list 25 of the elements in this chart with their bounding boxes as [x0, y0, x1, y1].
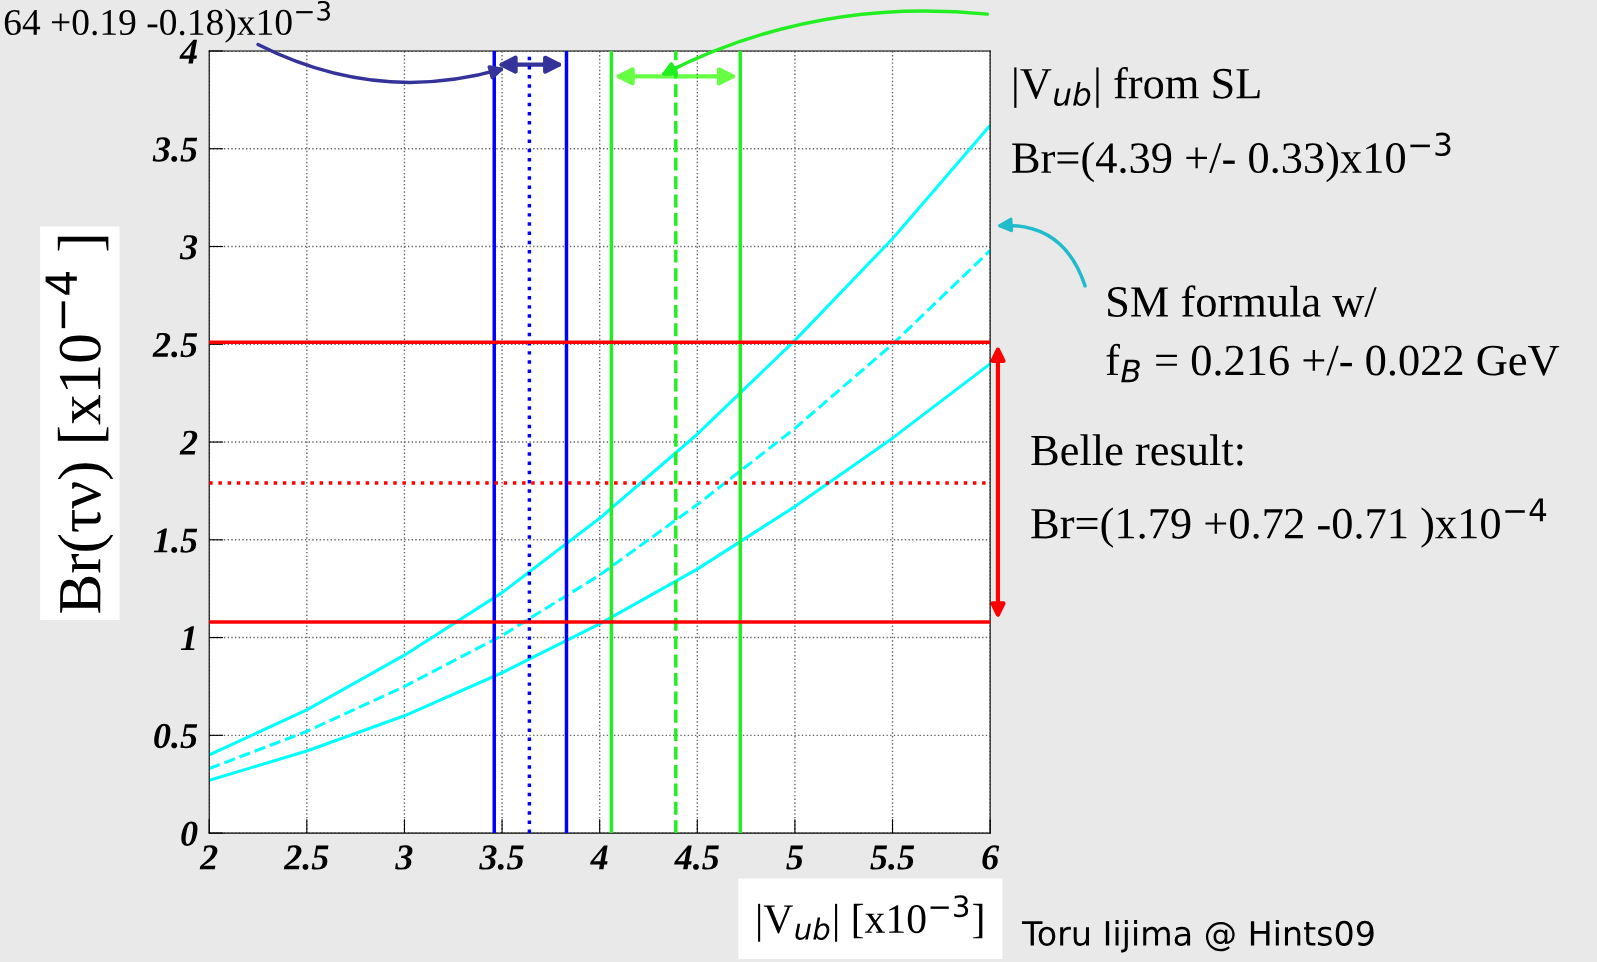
y-tick-label: 2	[179, 430, 198, 455]
x-tick-label: 4	[590, 845, 608, 870]
y-tick-label: 3	[179, 235, 198, 260]
text: Belle result: Br=(1.79 +0.72 -0.71 )x10$^{−4}$	[1031, 434, 1547, 548]
x-tick-label: 6	[982, 845, 1000, 870]
line-series	[209, 248, 991, 771]
y-tick-label: 3.5	[152, 137, 198, 162]
line-series	[209, 123, 991, 757]
x-tick-label: 2	[199, 845, 218, 870]
x-tick-label: 5.5	[870, 845, 915, 870]
x-tick-label: 3	[395, 845, 413, 870]
x-tick-label: 5	[786, 845, 803, 870]
text: SM formula w/ f$_{B}$ = 0.216 +/- 0.022 GeV	[1106, 285, 1560, 383]
y-tick-label: 1.5	[153, 528, 198, 553]
y-tick-label: 0.5	[154, 723, 198, 749]
x-tick-label: 3.5	[479, 845, 524, 870]
text: Toru Iijima @ Hints09	[1021, 920, 1374, 953]
y-tick-label: 1	[180, 626, 195, 651]
x-tick-label: 4.5	[674, 845, 719, 870]
x-tick-label: 2.5	[283, 845, 329, 870]
x-axis-title: |V$_{ub}$| [x10$^{−3}$]	[758, 895, 983, 942]
y-axis-title: Br(τν) [x10$^{−4}$ ]	[45, 236, 114, 613]
y-tick-label: 0	[181, 821, 198, 846]
text: |V$_{ub}$| from SL Br=(4.39 +/- 0.33)x10$^{−3}$	[1012, 66, 1451, 183]
y-tick-label: 2.5	[152, 332, 198, 358]
